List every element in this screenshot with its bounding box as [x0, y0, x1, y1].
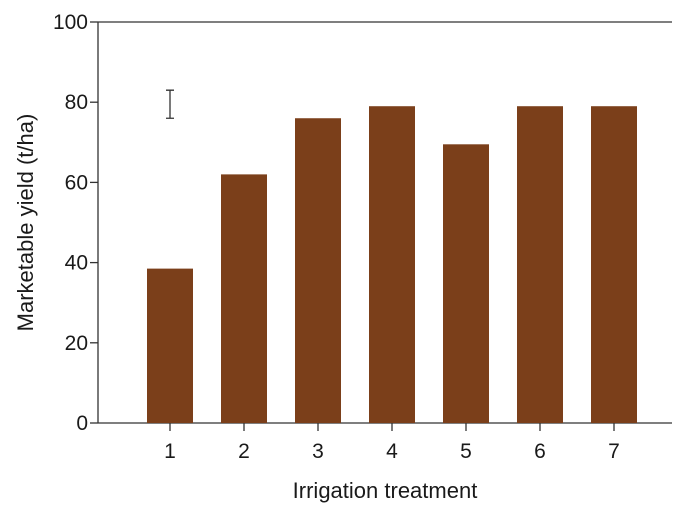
x-tick-label: 1	[164, 440, 176, 463]
x-tick-label: 7	[608, 440, 620, 463]
bar-1	[147, 268, 193, 423]
bar-4	[369, 106, 415, 424]
bar-7	[591, 106, 637, 424]
y-ticks: 0 20 40 60 80 100	[53, 11, 98, 435]
error-bar	[166, 89, 174, 119]
bar-2	[221, 174, 267, 423]
bar-3	[295, 118, 341, 424]
bar-5	[443, 144, 489, 423]
bars	[147, 106, 637, 424]
x-tick-label: 4	[386, 440, 398, 463]
x-axis-title: Irrigation treatment	[293, 478, 478, 503]
x-tick-label: 2	[238, 440, 250, 463]
bar-6	[517, 106, 563, 424]
x-tick-label: 5	[460, 440, 472, 463]
y-tick-label: 100	[53, 11, 88, 34]
error-bars	[166, 89, 174, 119]
y-tick-label: 80	[65, 91, 88, 114]
x-tick-label: 6	[534, 440, 546, 463]
x-tick-label: 3	[312, 440, 324, 463]
y-tick-label: 40	[65, 252, 88, 275]
y-tick-label: 0	[76, 412, 88, 435]
x-ticks: 1 2 3 4 5 6 7	[164, 423, 620, 463]
y-tick-label: 60	[65, 171, 88, 194]
y-axis-title: Marketable yield (t/ha)	[13, 114, 38, 332]
y-tick-label: 20	[65, 332, 88, 355]
